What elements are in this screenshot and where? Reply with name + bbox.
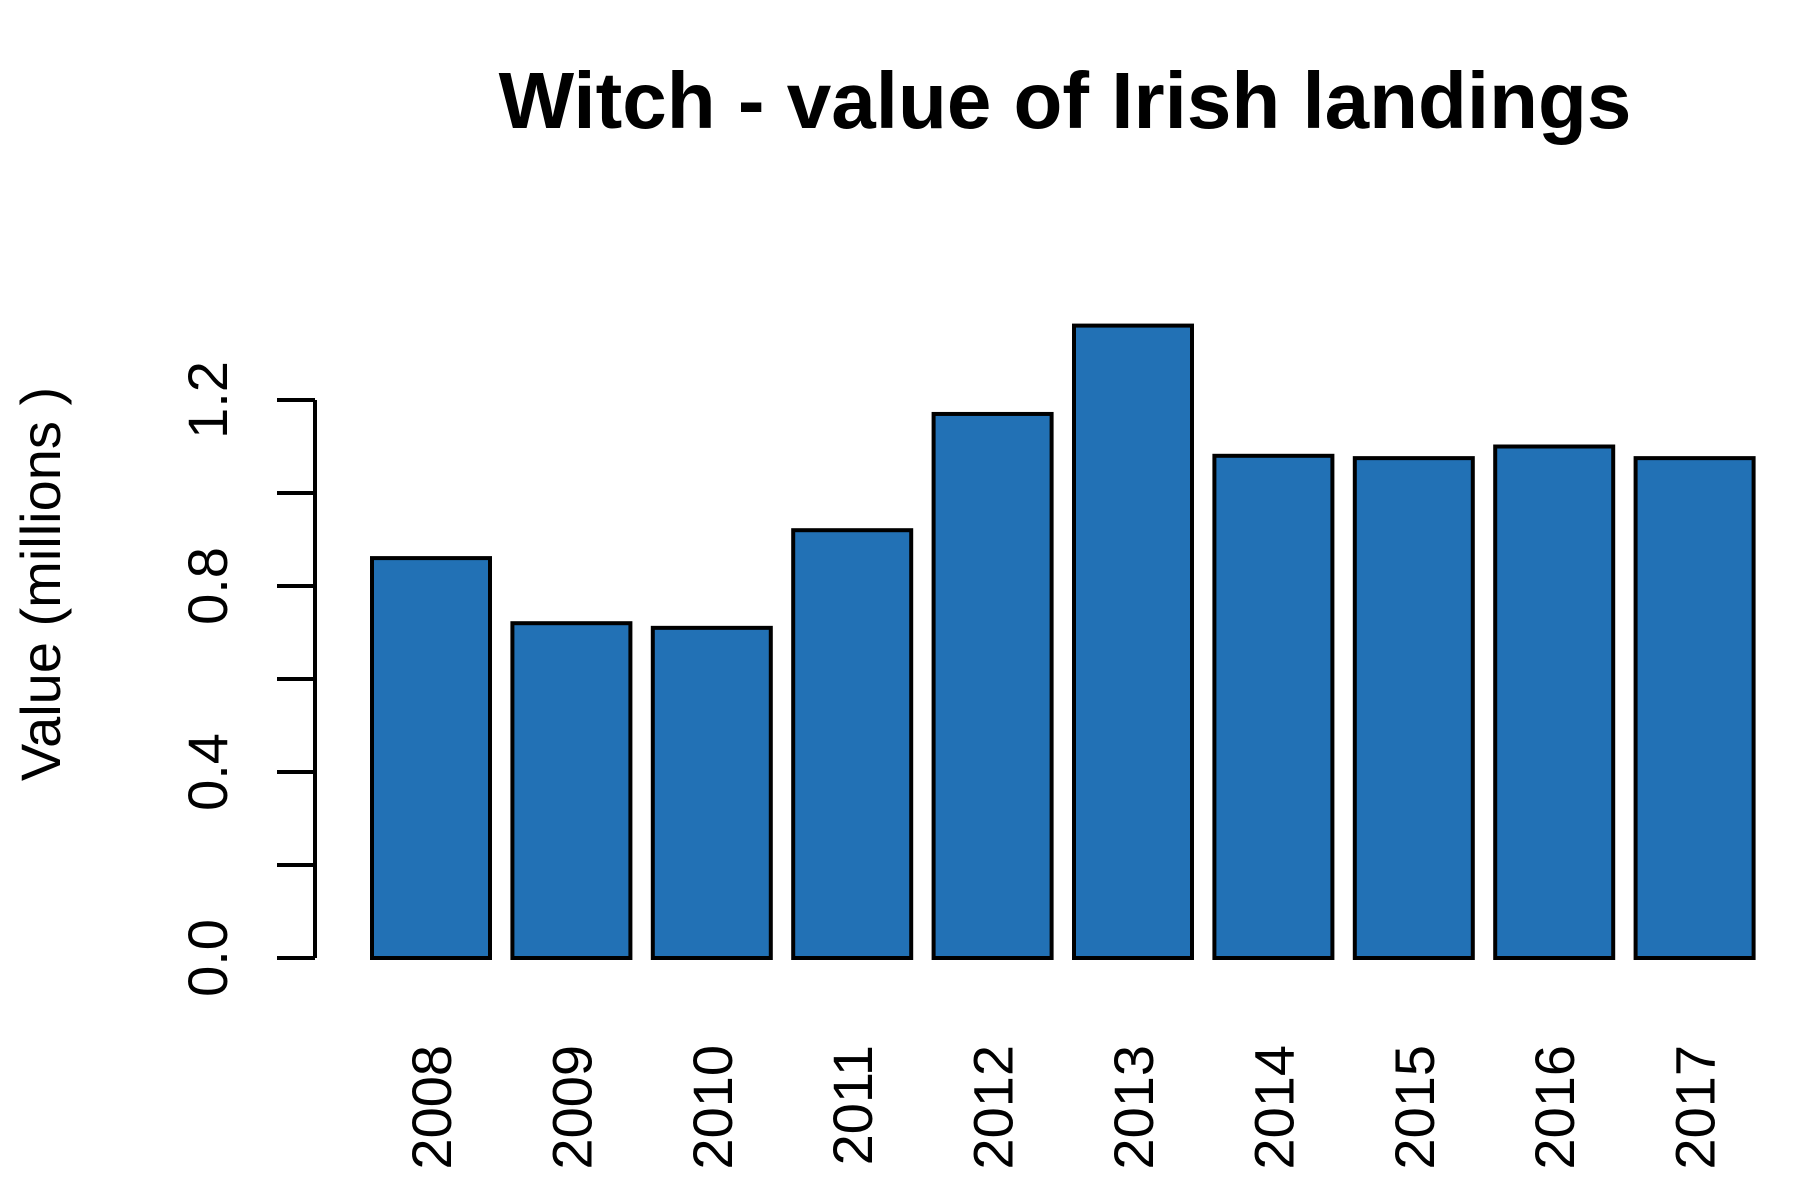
y-axis-label: Value (millions ) bbox=[9, 387, 72, 781]
bar-2017 bbox=[1633, 456, 1756, 960]
bar-2010 bbox=[650, 625, 773, 960]
x-tick-label-2012: 2012 bbox=[962, 1045, 1025, 1170]
bar-2013 bbox=[1072, 323, 1194, 961]
y-axis: 0.0 0.4 0.8 1.2 bbox=[176, 361, 317, 997]
bar-2009 bbox=[510, 621, 633, 960]
bar-2015 bbox=[1352, 456, 1475, 960]
x-tick-label-2013: 2013 bbox=[1102, 1045, 1165, 1170]
x-tick-label-2008: 2008 bbox=[400, 1045, 463, 1170]
bar-2011 bbox=[791, 528, 914, 960]
x-axis-labels: 2008 2009 2010 2011 2012 2013 2014 2015 2016 2017 bbox=[400, 1045, 1727, 1170]
chart-title: Witch - value of Irish landings bbox=[499, 56, 1632, 145]
x-tick-label-2017: 2017 bbox=[1664, 1045, 1727, 1170]
x-tick-label-2009: 2009 bbox=[540, 1045, 603, 1170]
y-tick-label: 0.4 bbox=[176, 733, 239, 811]
x-tick-label-2010: 2010 bbox=[681, 1045, 744, 1170]
x-tick-label-2015: 2015 bbox=[1383, 1045, 1446, 1170]
bar-2014 bbox=[1212, 453, 1335, 960]
bar-2012 bbox=[931, 411, 1054, 960]
bar-2016 bbox=[1493, 444, 1616, 960]
x-tick-label-2014: 2014 bbox=[1242, 1045, 1305, 1170]
bars-group bbox=[370, 323, 1756, 961]
bar-2008 bbox=[370, 556, 492, 960]
x-tick-label-2011: 2011 bbox=[821, 1045, 884, 1165]
y-tick-label: 1.2 bbox=[176, 361, 239, 439]
y-tick-label: 0.0 bbox=[176, 919, 239, 997]
y-tick-label: 0.8 bbox=[176, 547, 239, 625]
x-tick-label-2016: 2016 bbox=[1523, 1045, 1586, 1170]
